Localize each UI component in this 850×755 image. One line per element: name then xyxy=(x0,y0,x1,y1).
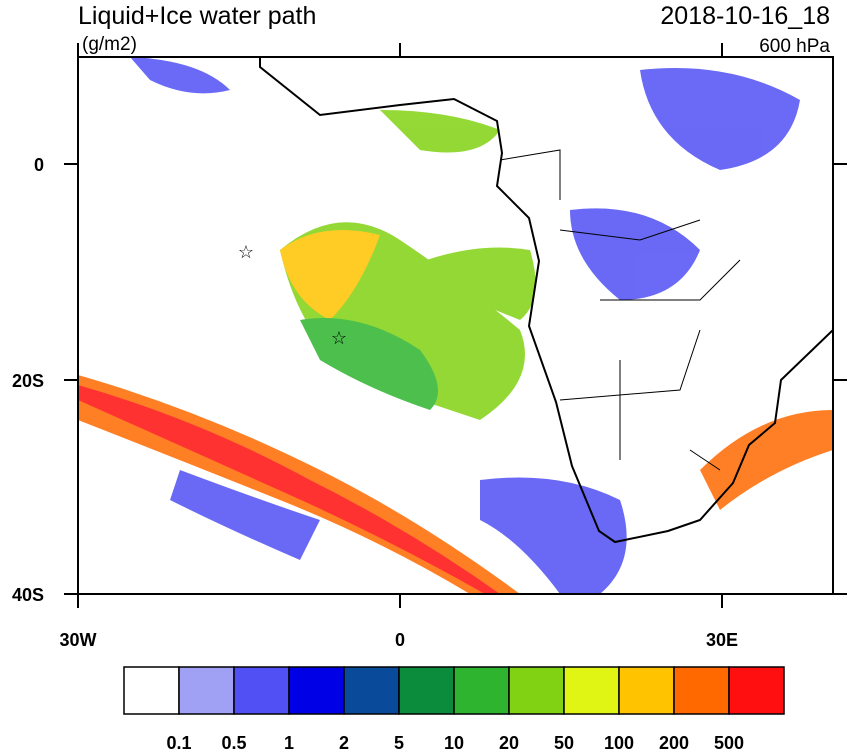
colorbar-box xyxy=(123,666,180,715)
lon-label: 0 xyxy=(395,630,405,650)
colorbar-label: 1 xyxy=(284,733,294,750)
svg-text:☆: ☆ xyxy=(238,242,254,262)
colorbar-box xyxy=(178,666,235,715)
colorbar-label: 50 xyxy=(554,733,574,750)
colorbar-box xyxy=(673,666,730,715)
colorbar-label: 5 xyxy=(394,733,404,750)
date: 2018-10-16_18 xyxy=(660,2,830,30)
map-field: ☆ ☆ xyxy=(78,57,833,594)
colorbar-label: 20 xyxy=(499,733,519,750)
title: Liquid+Ice water path xyxy=(78,2,316,30)
lon-label: 30E xyxy=(706,630,738,650)
lat-label: 20S xyxy=(12,371,44,391)
lat-label: 40S xyxy=(12,585,44,605)
colorbar-label: 2 xyxy=(339,733,349,750)
colorbar-label: 200 xyxy=(659,733,689,750)
colorbar-box xyxy=(728,666,785,715)
colorbar-box xyxy=(563,666,620,715)
svg-text:☆: ☆ xyxy=(331,328,347,348)
colorbar-box xyxy=(398,666,455,715)
colorbar-label: 500 xyxy=(714,733,744,750)
colorbar-label: 10 xyxy=(444,733,464,750)
units: (g/m2) xyxy=(82,34,137,55)
colorbar-label: 0.1 xyxy=(166,733,191,750)
colorbar-label: 100 xyxy=(604,733,634,750)
lon-label: 30W xyxy=(59,630,96,650)
colorbar-box xyxy=(508,666,565,715)
colorbar-box xyxy=(288,666,345,715)
colorbar-box xyxy=(618,666,675,715)
level: 600 hPa xyxy=(759,36,830,57)
colorbar-label: 0.5 xyxy=(221,733,246,750)
colorbar-box xyxy=(233,666,290,715)
lat-label: 0 xyxy=(34,155,44,175)
colorbar-box xyxy=(453,666,510,715)
map-frame xyxy=(77,56,834,595)
colorbar-box xyxy=(343,666,400,715)
